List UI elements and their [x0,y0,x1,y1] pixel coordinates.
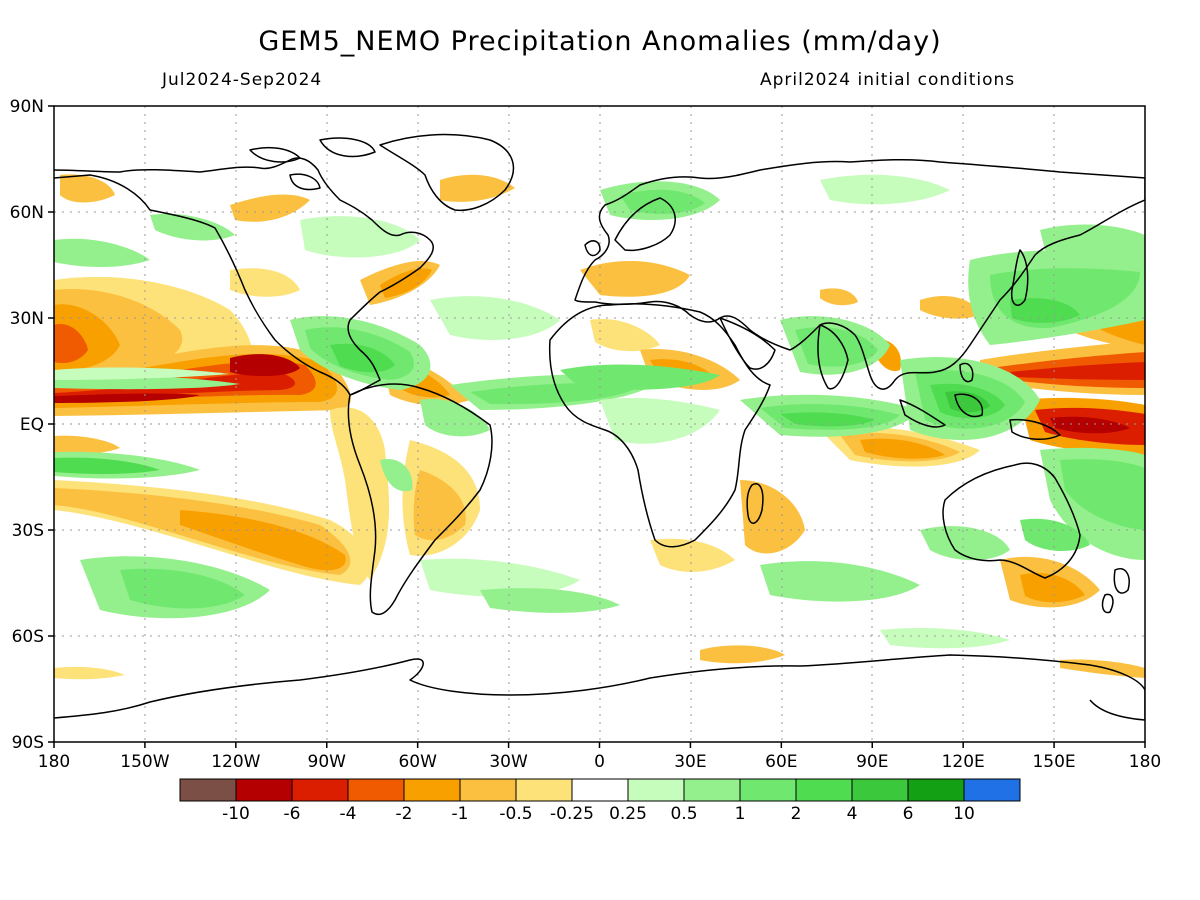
lon-tick-label: 150W [120,752,169,772]
colorbar-swatch [683,778,741,802]
colorbar-label: -6 [284,804,301,824]
colorbar-swatch [851,778,909,802]
lat-tick-label: 30N [10,309,44,329]
forecast-period: Jul2024-Sep2024 [162,70,323,90]
colorbar-swatch [963,778,1021,802]
lon-tick-label: 150E [1032,752,1075,772]
lon-tick-label: 120E [942,752,985,772]
lon-tick-label: 0 [594,752,605,772]
colorbar-label: -0.25 [550,804,594,824]
lon-tick-label: 180 [1129,752,1161,772]
south-america-coast [347,383,493,616]
initial-conditions: April2024 initial conditions [760,70,1016,90]
africa-coast [548,303,771,548]
colorbar-label: -1 [452,804,469,824]
colorbar-swatch [739,778,797,802]
lat-tick-label: EQ [20,415,44,435]
anomaly-field [54,174,1145,680]
colorbar-label: 6 [903,804,914,824]
colorbar-swatch [179,778,237,802]
latitude-axis: 90N 60N 30N EQ 30S 60S 90S [10,97,54,753]
lat-tick-label: 60N [10,203,44,223]
colorbar-swatch [627,778,685,802]
coastlines [54,133,1145,721]
lon-tick-label: 30W [489,752,528,772]
lat-tick-label: 90N [10,97,44,117]
colorbar-label: 0.5 [670,804,697,824]
australia-coast [942,462,1081,579]
longitude-axis: 180 150W 120W 90W 60W 30W 0 30E 60E 90E 120E 150E 18… [38,742,1161,772]
lat-tick-label: 90S [12,733,44,753]
north-america-coast [54,157,434,396]
colorbar-label: -10 [222,804,250,824]
colorbar-swatch [571,778,629,802]
lon-tick-label: 60W [398,752,437,772]
greenland-coast [379,133,515,212]
colorbar-label: 0.25 [609,804,647,824]
lon-tick-label: 60E [765,752,797,772]
colorbar-label: -2 [396,804,413,824]
colorbar-swatch [459,778,517,802]
colorbar-swatch [291,778,349,802]
colorbar-label: 10 [953,804,975,824]
lon-tick-label: 30E [674,752,706,772]
lat-tick-label: 30S [12,521,44,541]
colorbar-label: 1 [735,804,746,824]
colorbar-swatch [907,778,965,802]
eurasia-coast [574,158,1145,390]
colorbar-swatch [403,778,461,802]
lon-tick-label: 90E [856,752,888,772]
colorbar-label: -0.5 [499,804,532,824]
colorbar-swatch [347,778,405,802]
antarctica-coast [54,654,1145,721]
colorbar-swatch [795,778,853,802]
lat-tick-label: 60S [12,627,44,647]
colorbar-label: -4 [340,804,357,824]
lon-tick-label: 90W [308,752,347,772]
lon-tick-label: 180 [38,752,70,772]
colorbar-swatch [515,778,573,802]
colorbar-label: 4 [847,804,858,824]
map-title: GEM5_NEMO Precipitation Anomalies (mm/da… [258,26,942,57]
colorbar-label: 2 [791,804,802,824]
colorbar-swatch [235,778,293,802]
colorbar: -10 -6 -4 -2 -1 -0.5 -0.25 0.25 0.5 1 2 4 6 10 [179,778,1021,824]
lon-tick-label: 120W [211,752,260,772]
